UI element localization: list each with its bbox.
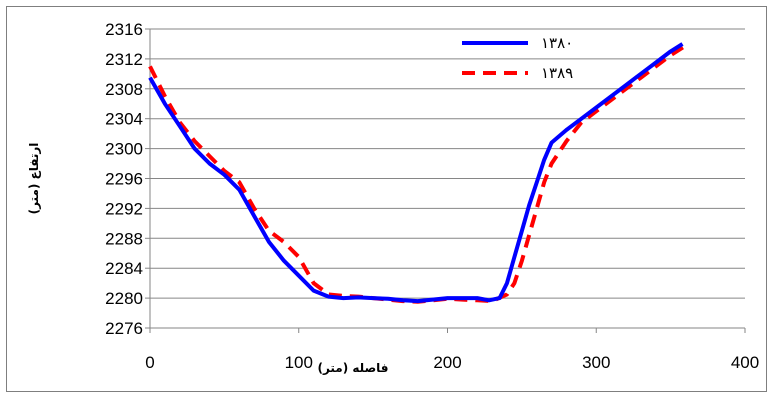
- y-tick-label: 2284: [105, 259, 143, 278]
- y-ticks: 2276 2280 2284 2288 2292 2296 2300 2304 2308 2312…: [105, 20, 150, 338]
- gridlines: [150, 28, 745, 299]
- y-axis-title: ارتفاع (متر): [27, 143, 41, 215]
- x-tick-label: 100: [285, 353, 313, 372]
- x-tick-label: 200: [433, 353, 461, 372]
- x-tick-label: 0: [145, 353, 154, 372]
- y-tick-label: 2288: [105, 229, 143, 248]
- y-tick-label: 2308: [105, 80, 143, 99]
- y-tick-label: 2292: [105, 199, 143, 218]
- x-tick-label: 300: [582, 353, 610, 372]
- x-tick-label: 400: [731, 353, 759, 372]
- series-line-1: [148, 42, 690, 304]
- series-lines: [148, 42, 690, 304]
- y-tick-label: 2304: [105, 110, 143, 129]
- y-tick-label: 2296: [105, 170, 143, 189]
- y-tick-label: 2312: [105, 50, 143, 69]
- legend: ۱۳۸۰ ۱۳۸۹: [462, 34, 573, 82]
- x-axis-title: فاصله (متر): [317, 361, 388, 375]
- series-line-0: [148, 42, 684, 304]
- y-tick-label: 2316: [105, 20, 143, 39]
- legend-label-1389: ۱۳۸۹: [541, 64, 573, 82]
- x-ticks: 0 100 200 300 400: [145, 328, 759, 372]
- y-tick-label: 2280: [105, 289, 143, 308]
- legend-label-1380: ۱۳۸۰: [541, 34, 573, 52]
- y-tick-label: 2276: [105, 319, 143, 338]
- y-tick-label: 2300: [105, 140, 143, 159]
